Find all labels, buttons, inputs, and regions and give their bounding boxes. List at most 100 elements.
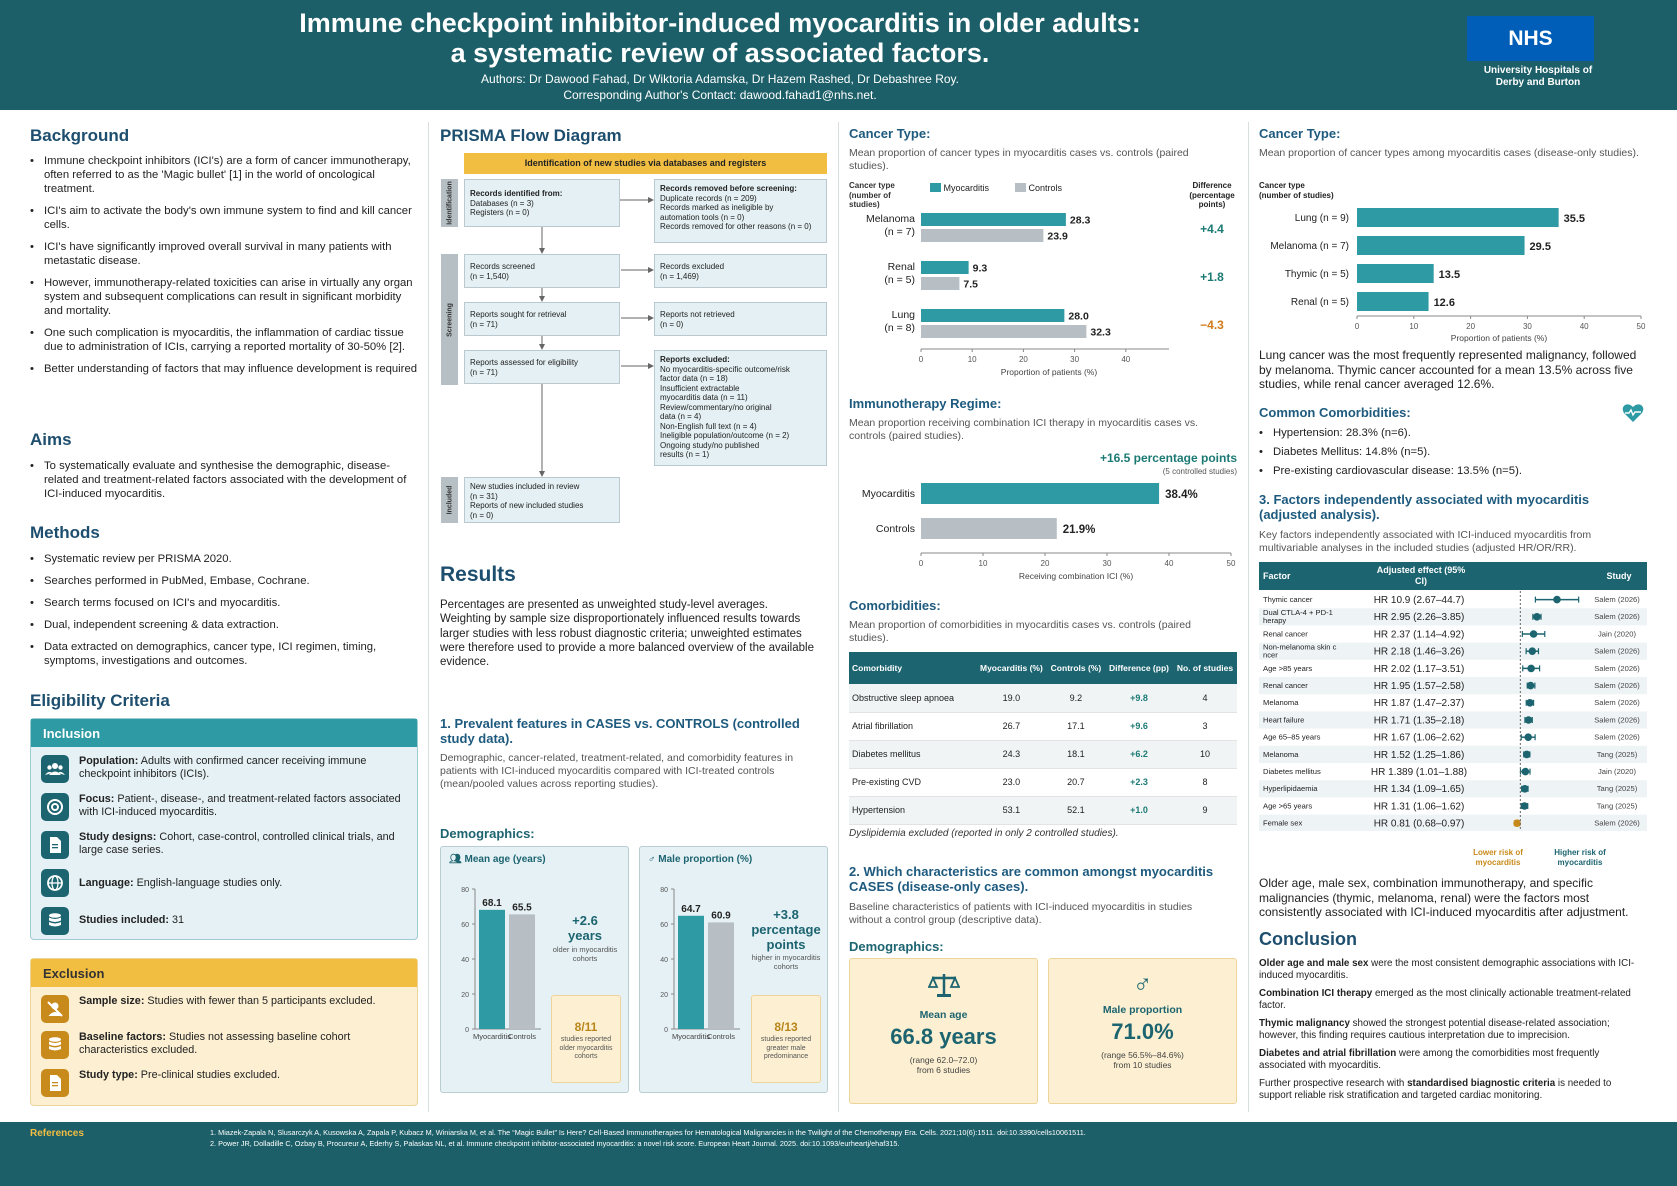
- row-stripe: [1259, 780, 1647, 798]
- conclusion-item: Combination ICI therapy emerged as the m…: [1259, 988, 1631, 1011]
- diff-lung: −4.3: [1200, 318, 1224, 332]
- inclusion-study-designs: Study designs: Cohort, case-control, con…: [79, 831, 395, 856]
- y-tick-label: 0: [465, 1027, 469, 1034]
- point-estimate: [1521, 767, 1530, 776]
- bar: [509, 914, 535, 1029]
- background-list: Immune checkpoint inhibitors (ICI's) are…: [30, 154, 418, 384]
- factor-label: ncer: [1263, 651, 1278, 660]
- factor-label: Renal cancer: [1263, 681, 1308, 690]
- x-tick-label: 10: [1409, 322, 1418, 331]
- no-user-icon: [41, 995, 69, 1023]
- column-2: PRISMA Flow Diagram: [440, 118, 828, 1116]
- aims-heading: Aims: [30, 430, 72, 449]
- comorb-title: Comorbidities:: [849, 598, 941, 613]
- authors: Authors: Dr Dawood Fahad, Dr Wiktoria Ad…: [481, 72, 959, 86]
- table-row: Obstructive sleep apnoea 19.0 9.2 +9.8 4: [849, 684, 1237, 713]
- x-tick-label: 30: [1103, 559, 1112, 568]
- people-icon: 👥︎: [449, 854, 462, 865]
- x-tick-label: Myocarditis: [672, 1032, 710, 1041]
- row-stripe: [1259, 711, 1647, 729]
- list-item: Search terms focused on ICI's and myocar…: [30, 596, 418, 610]
- study-label: Salem (2026): [1594, 664, 1640, 673]
- study-label: Tang (2025): [1597, 801, 1638, 810]
- section3-title: 3. Factors independently associated with…: [1259, 492, 1590, 522]
- data-label: 23.9: [1047, 231, 1068, 243]
- effect-label: HR 0.81 (0.68–0.97): [1374, 819, 1465, 830]
- forest-text: Older age, male sex, combination immunot…: [1259, 876, 1629, 919]
- exclusion-baseline: Baseline factors: Studies not assessing …: [79, 1031, 351, 1056]
- factor-label: Non-melanoma skin c: [1263, 643, 1337, 652]
- factor-label: Renal cancer: [1263, 629, 1308, 638]
- list-item: Dual, independent screening & data extra…: [30, 618, 418, 632]
- factor-label: Age 65–85 years: [1263, 733, 1321, 742]
- prisma-removed-box: Records removed before screening: Duplica…: [654, 179, 827, 243]
- immuno-diff-sub: (5 controlled studies): [1162, 467, 1237, 476]
- data-label: 28.3: [1070, 215, 1091, 227]
- data-label: 38.4%: [1165, 489, 1198, 501]
- bar: [921, 483, 1160, 504]
- section2-title: 2. Which characteristics are common amon…: [849, 864, 1214, 894]
- data-label: 68.1: [482, 898, 502, 909]
- immuno-diff: +16.5 percentage points: [1099, 451, 1237, 465]
- category-label: Renal: [888, 261, 915, 273]
- y-tick-label: 40: [461, 957, 469, 964]
- background-heading: Background: [30, 126, 130, 145]
- point-estimate: [1524, 716, 1533, 724]
- x-tick-label: 40: [1165, 559, 1174, 568]
- male-stat-desc: studies reported greater male predominan…: [760, 1036, 812, 1060]
- common-comorb-title: Common Comorbidities:: [1259, 405, 1411, 420]
- immunotherapy-chart: Myocarditis 38.4% Controls 21.9% 0 10 20 30 40 50…: [862, 483, 1236, 581]
- document-icon: [41, 831, 69, 859]
- prisma-banner: Identification of new studies via databa…: [464, 153, 827, 174]
- x-tick-label: 0: [919, 559, 924, 568]
- effect-label: HR 1.389 (1.01–1.88): [1371, 767, 1467, 778]
- prisma-reports-excluded-box: Reports excluded: No myocarditis-specific…: [654, 350, 827, 466]
- row-stripe: [1259, 814, 1647, 831]
- point-estimate: [1520, 802, 1529, 810]
- prisma-arrow-removed: [620, 197, 654, 203]
- y-tick-label: 60: [461, 922, 469, 929]
- point-estimate: [1526, 699, 1534, 707]
- methods-heading: Methods: [30, 523, 100, 542]
- prisma-arrows: [539, 227, 654, 477]
- people-icon: [41, 755, 69, 783]
- x-tick-label: 40: [1580, 322, 1589, 331]
- point-estimate: [1524, 733, 1533, 741]
- x-tick-label: Controls: [508, 1032, 536, 1041]
- data-label: 28.0: [1068, 311, 1089, 323]
- list-item: To systematically evaluate and synthesis…: [30, 459, 418, 501]
- comorb-note: Dyslipidemia excluded (reported in only …: [849, 828, 1119, 839]
- point-estimate: [1553, 595, 1561, 604]
- common-comorb-list: Hypertension: 28.3% (n=6). Diabetes Mell…: [1259, 426, 1639, 483]
- factor-label: Age >65 years: [1263, 801, 1312, 810]
- list-item: Diabetes Mellitus: 14.8% (n=5).: [1259, 445, 1639, 459]
- conclusion-item: Older age and male sex were the most con…: [1259, 958, 1635, 981]
- bar: [921, 261, 969, 274]
- cancer-cases-controls-chart: Melanoma(n = 7) 28.323.9 Renal(n = 5) 9.3 7.…: [866, 213, 1169, 377]
- prisma-assessed-box: Reports assessed for eligibility (n = 71): [464, 350, 620, 384]
- male-card-range: (range 56.5%–84.6%): [1101, 1050, 1184, 1060]
- prisma-included-box: New studies included in review (n = 31) Re…: [464, 477, 620, 523]
- category-label: Melanoma (n = 7): [1270, 241, 1349, 252]
- y-tick-label: 60: [660, 922, 668, 929]
- forest-svg: Thymic cancer HR 10.9 (2.67–44.7) Salem (2…: [1259, 591, 1647, 831]
- header: Immune checkpoint inhibitor-induced myoc…: [0, 0, 1677, 110]
- column-divider: [838, 122, 839, 1112]
- data-label: 7.5: [963, 279, 978, 291]
- reference-item: 2. Power JR, Dolladille C, Ozbay B, Proc…: [210, 1139, 900, 1148]
- immuno-desc: Mean proportion receiving combination IC…: [849, 417, 1198, 442]
- forest-header-effect: Adjusted effect (95% CI): [1376, 565, 1466, 586]
- x-tick-label: 50: [1227, 559, 1236, 568]
- legend-controls: Controls: [1015, 183, 1062, 193]
- forest-header-study: Study: [1606, 571, 1632, 581]
- comorbidity-table: Comorbidity Myocarditis (%) Controls (%) Di…: [849, 652, 1237, 825]
- y-tick-label: 80: [461, 887, 469, 894]
- factor-label: Diabetes mellitus: [1263, 767, 1321, 776]
- aims-list: To systematically evaluate and synthesis…: [30, 459, 418, 509]
- mean-age-stat: 8/11: [574, 1020, 598, 1034]
- forest-higher-label: Higher risk of myocarditis: [1554, 848, 1606, 867]
- conclusion-text: Older age and male sex were the most con…: [1259, 958, 1639, 1102]
- study-label: Salem (2026): [1594, 612, 1640, 621]
- data-label: 35.5: [1564, 213, 1585, 225]
- category-label: Lung: [892, 309, 916, 321]
